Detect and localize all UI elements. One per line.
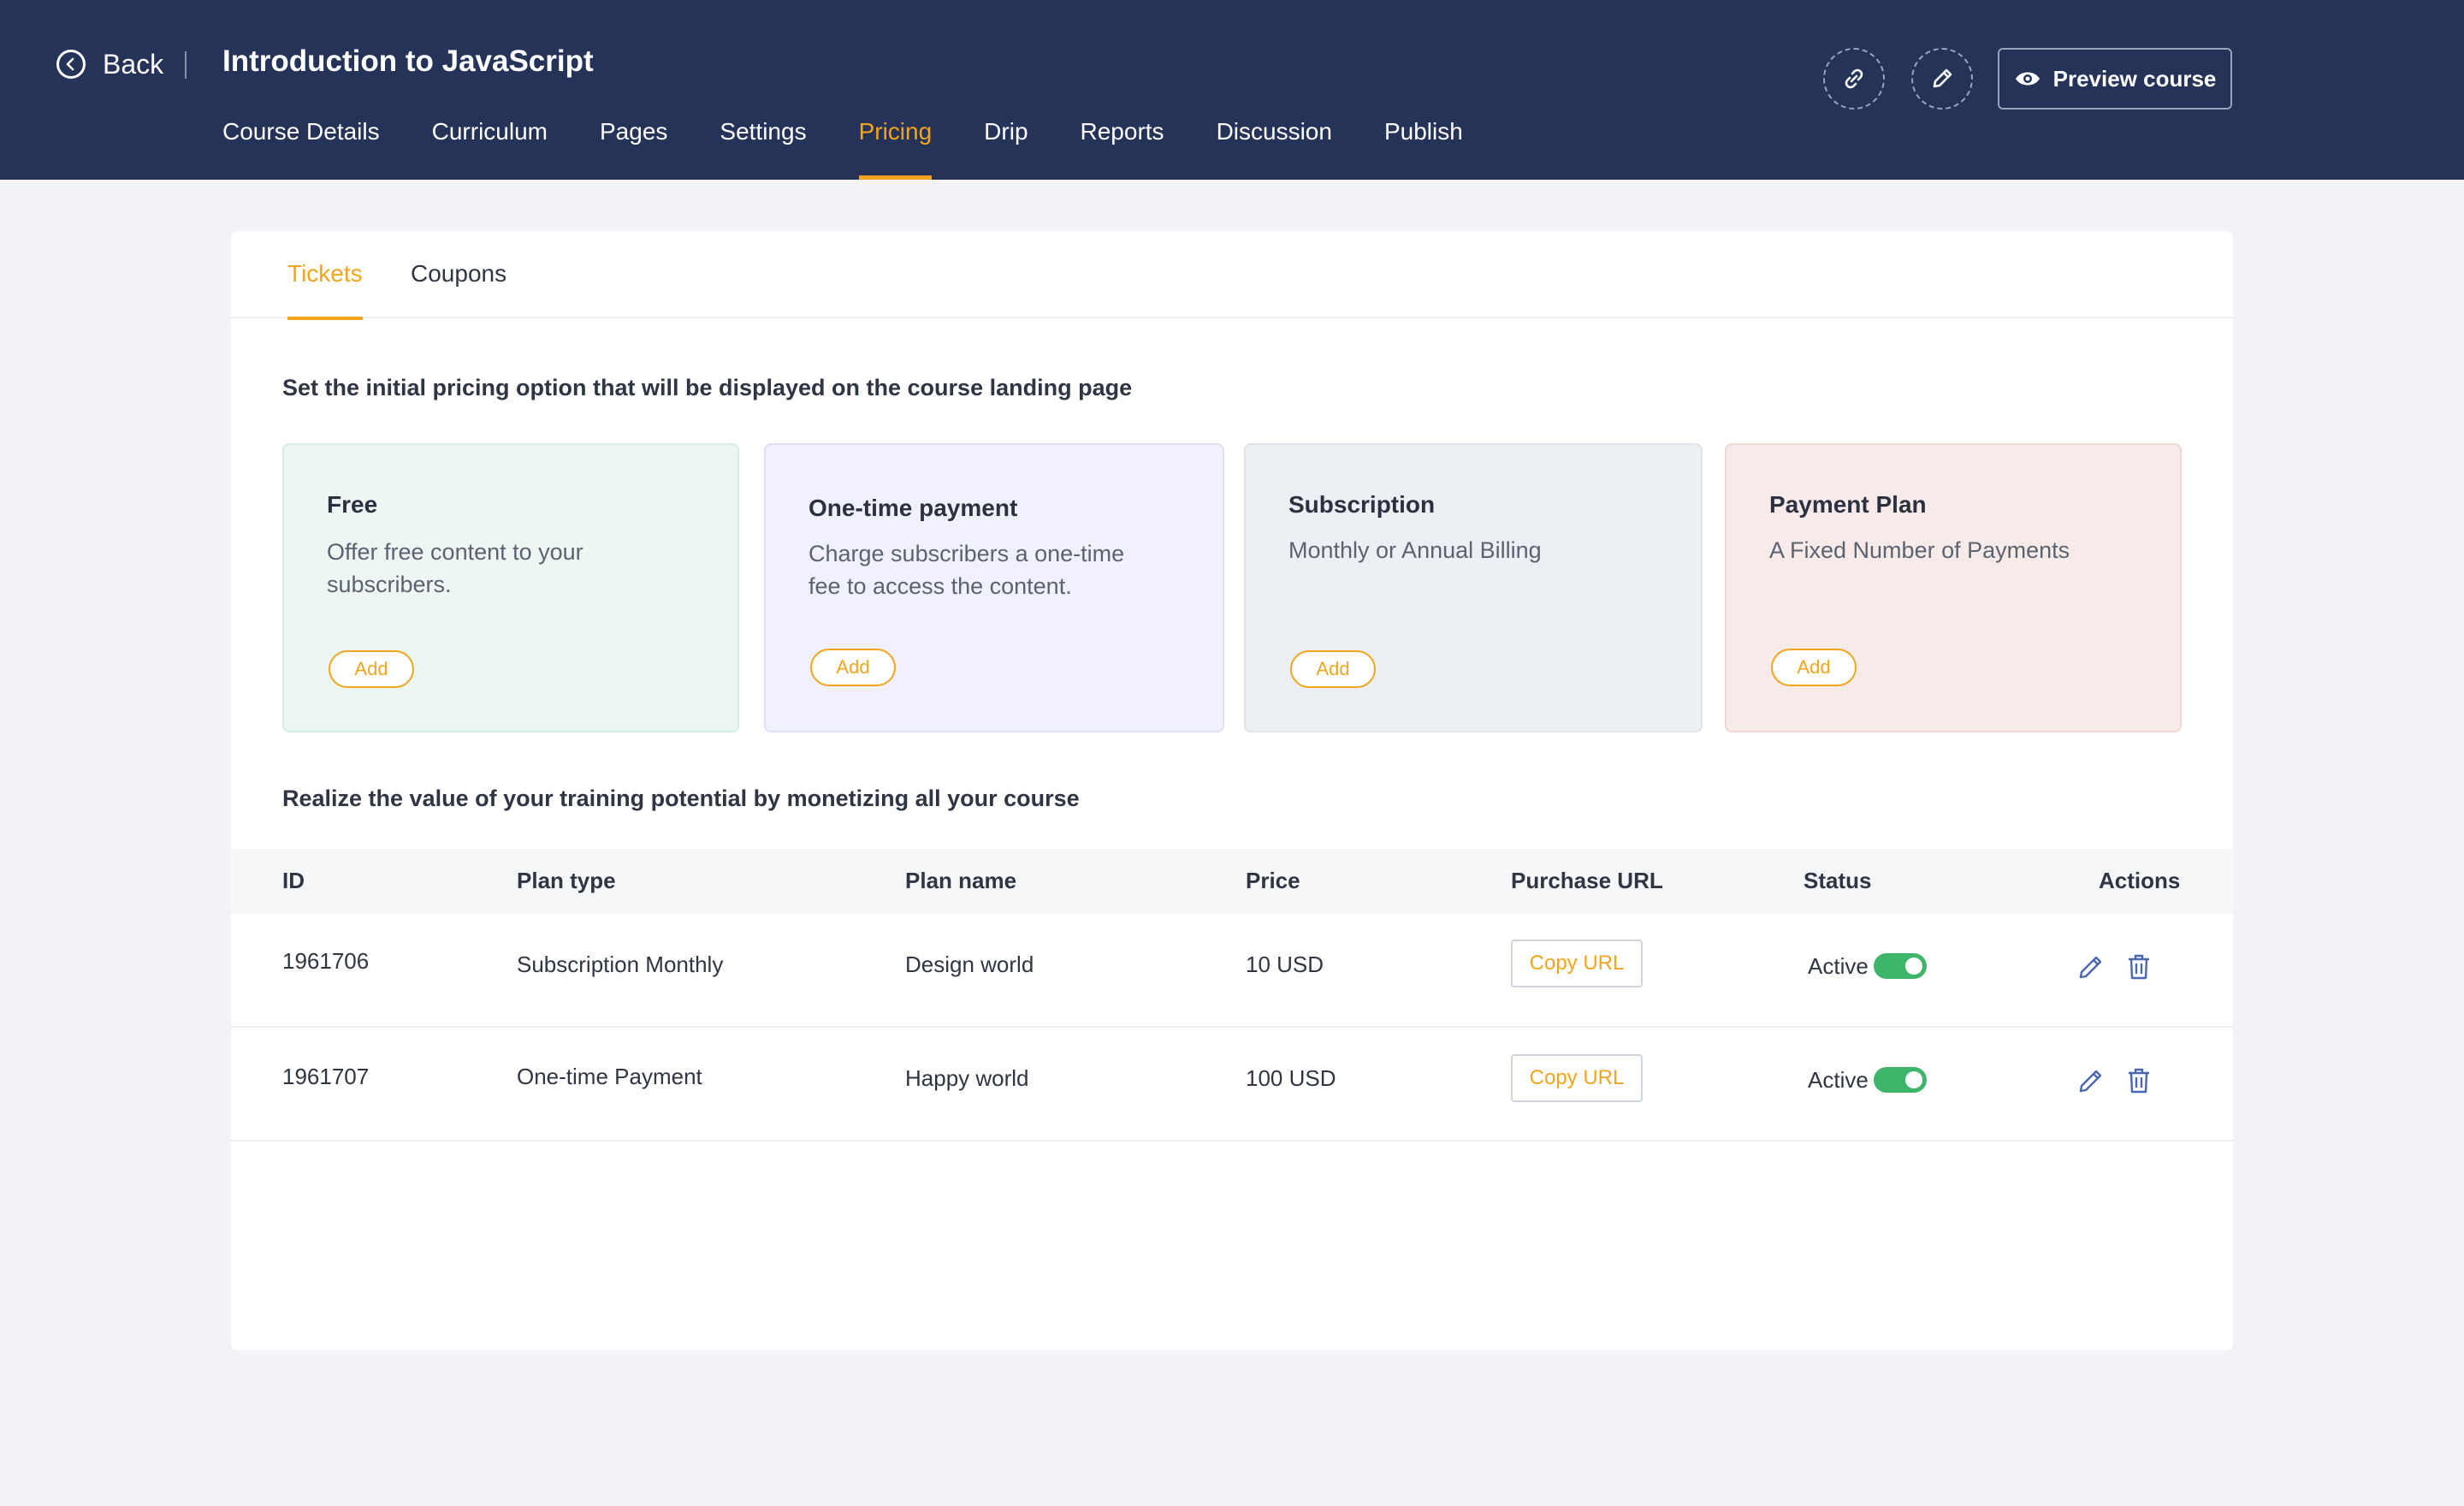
plan-card-subscription: Subscription Monthly or Annual Billing A…: [1244, 443, 1703, 732]
plan-title: Subscription: [1288, 491, 1436, 518]
row-status: Active: [1808, 953, 1869, 979]
nav-discussion[interactable]: Discussion: [1216, 118, 1332, 145]
plan-description: Offer free content to your subscribers.: [327, 539, 583, 597]
back-arrow-icon: [56, 50, 86, 79]
pencil-icon: [1933, 68, 1952, 88]
trash-icon[interactable]: [2123, 952, 2154, 982]
tab-coupons[interactable]: Coupons: [411, 260, 507, 287]
nav-pricing[interactable]: Pricing: [858, 118, 932, 180]
copy-url-button[interactable]: Copy URL: [1511, 940, 1643, 987]
column-purchase-url: Purchase URL: [1511, 868, 1663, 893]
column-actions: Actions: [2099, 868, 2181, 893]
back-label: Back: [103, 48, 164, 80]
status-toggle[interactable]: [1874, 953, 1927, 979]
nav-drip[interactable]: Drip: [984, 118, 1028, 145]
nav-curriculum[interactable]: Curriculum: [431, 118, 548, 145]
link-icon: [1845, 68, 1863, 89]
preview-course-button[interactable]: Preview course: [1998, 48, 2232, 110]
row-price: 10 USD: [1246, 952, 1324, 977]
row-plan-type: One-time Payment: [517, 1064, 702, 1089]
copy-link-button[interactable]: [1823, 48, 1885, 110]
column-id: ID: [282, 868, 305, 893]
nav-pages[interactable]: Pages: [600, 118, 668, 145]
copy-url-button[interactable]: Copy URL: [1511, 1054, 1643, 1102]
trash-icon[interactable]: [2123, 1065, 2154, 1096]
plan-card-free: Free Offer free content to your subscrib…: [282, 443, 739, 732]
plan-card-payment-plan: Payment Plan A Fixed Number of Payments …: [1725, 443, 2182, 732]
row-plan-name: Design world: [905, 952, 1034, 977]
table-intro: Realize the value of your training poten…: [282, 786, 1080, 811]
column-plan-name: Plan name: [905, 868, 1017, 893]
status-toggle[interactable]: [1874, 1067, 1927, 1093]
add-free-button[interactable]: Add: [329, 650, 414, 688]
course-nav: Course Details Curriculum Pages Settings…: [222, 118, 1515, 180]
row-price: 100 USD: [1246, 1065, 1336, 1091]
edit-course-button[interactable]: [1911, 48, 1973, 110]
add-subscription-button[interactable]: Add: [1290, 650, 1376, 688]
plan-title: One-time payment: [808, 495, 1018, 521]
plan-title: Payment Plan: [1769, 491, 1927, 518]
pricing-tabs: Tickets Coupons: [231, 231, 2233, 320]
row-status: Active: [1808, 1067, 1869, 1093]
plan-description: Monthly or Annual Billing: [1288, 537, 1542, 563]
plan-description: Charge subscribers a one-time fee to acc…: [808, 541, 1125, 599]
eye-icon: [2015, 72, 2040, 86]
nav-publish[interactable]: Publish: [1383, 118, 1463, 145]
pricing-intro: Set the initial pricing option that will…: [282, 375, 1133, 400]
tab-tickets[interactable]: Tickets: [287, 260, 363, 320]
preview-course-label: Preview course: [2052, 65, 2217, 92]
row-id: 1961706: [282, 948, 370, 974]
column-price: Price: [1246, 868, 1300, 893]
add-payment-plan-button[interactable]: Add: [1771, 649, 1857, 686]
add-one-time-button[interactable]: Add: [810, 649, 896, 686]
course-header: Back Introduction to JavaScript Course D…: [0, 0, 2464, 180]
plan-description: A Fixed Number of Payments: [1769, 537, 2070, 563]
pricing-card: Tickets Coupons Set the initial pricing …: [231, 231, 2233, 1350]
nav-course-details[interactable]: Course Details: [222, 118, 380, 145]
nav-settings[interactable]: Settings: [720, 118, 807, 145]
edit-icon[interactable]: [2076, 952, 2106, 982]
course-title: Introduction to JavaScript: [222, 44, 594, 78]
row-plan-name: Happy world: [905, 1065, 1029, 1091]
table-row: 1961706 Subscription Monthly Design worl…: [231, 914, 2233, 1028]
column-status: Status: [1804, 868, 1872, 893]
column-plan-type: Plan type: [517, 868, 616, 893]
tickets-table-header: ID Plan type Plan name Price Purchase UR…: [231, 849, 2233, 914]
edit-icon[interactable]: [2076, 1065, 2106, 1096]
plan-title: Free: [327, 491, 378, 518]
plan-card-one-time: One-time payment Charge subscribers a on…: [764, 443, 1224, 732]
back-button[interactable]: Back: [56, 44, 163, 84]
nav-reports[interactable]: Reports: [1080, 118, 1164, 145]
header-divider: [185, 51, 187, 79]
row-id: 1961707: [282, 1064, 370, 1089]
table-row: 1961707 One-time Payment Happy world 100…: [231, 1028, 2233, 1141]
row-plan-type: Subscription Monthly: [517, 952, 724, 977]
